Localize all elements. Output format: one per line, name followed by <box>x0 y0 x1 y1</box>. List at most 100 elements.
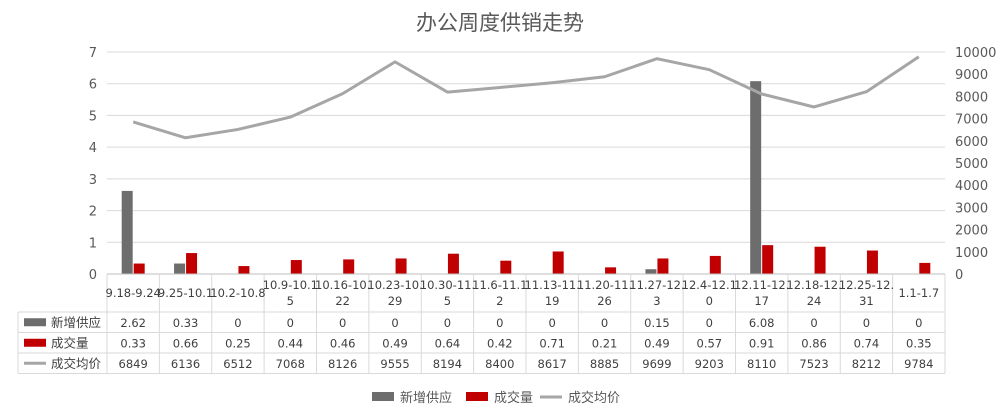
left-tick-label: 7 <box>89 46 97 61</box>
bar-deal-volume <box>290 260 302 274</box>
table-value: 0.91 <box>749 336 775 350</box>
category-label-line: 3 <box>653 294 660 308</box>
table-value: 0.21 <box>592 336 618 350</box>
bar-deal-volume <box>814 246 826 274</box>
left-tick-label: 3 <box>89 173 97 188</box>
table-series-name: 成交均价 <box>51 356 102 371</box>
bar-deal-volume <box>866 250 878 274</box>
table-series-name: 新增供应 <box>51 315 101 330</box>
table-value: 0.57 <box>697 336 723 350</box>
legend-label: 成交量 <box>494 390 533 406</box>
table-value: 8400 <box>485 357 514 371</box>
category-label: 9.18-9.24 <box>106 286 161 300</box>
category-label-line: 12.11-12. <box>734 278 789 292</box>
bar-deal-volume <box>447 253 459 274</box>
table-value: 8194 <box>433 357 462 371</box>
category-label: 12.18-12. 24 <box>786 278 841 308</box>
right-tick-label: 4000 <box>955 179 988 194</box>
category-label: 10.30-11. 5 <box>420 278 475 308</box>
category-label: 10.2-10.8 <box>210 286 265 300</box>
table-value: 0 <box>339 316 346 330</box>
legend-swatch <box>372 392 394 401</box>
right-tick-label: 0 <box>955 268 963 283</box>
legend-label: 成交均价 <box>568 390 620 406</box>
category-label-line: 10.23-10. <box>367 278 422 292</box>
table-key-swatch <box>24 338 46 347</box>
table-value: 0.42 <box>487 336 513 350</box>
bar-new-supply <box>645 269 657 274</box>
bar-deal-volume <box>238 266 250 274</box>
category-label-line: 0 <box>706 294 713 308</box>
table-value: 6136 <box>171 357 200 371</box>
left-tick-label: 5 <box>89 109 97 124</box>
table-value: 6.08 <box>749 316 775 330</box>
table-value: 0 <box>706 316 713 330</box>
left-tick-label: 4 <box>89 141 97 156</box>
category-label-line: 10.16-10. <box>315 278 370 292</box>
bar-deal-volume <box>762 245 774 274</box>
table-value: 0 <box>810 316 817 330</box>
table-value: 0.33 <box>173 316 199 330</box>
table-value: 0.33 <box>120 336 146 350</box>
right-tick-label: 9000 <box>955 68 988 83</box>
table-value: 0 <box>601 316 608 330</box>
category-label: 12.4-12.1 0 <box>682 278 737 308</box>
category-label-line: 5 <box>444 294 451 308</box>
table-value: 7068 <box>276 357 305 371</box>
chart-title: 办公周度供销走势 <box>416 11 584 35</box>
category-label: 9.25-10.1 <box>158 286 213 300</box>
table-value: 0 <box>863 316 870 330</box>
table-value: 8617 <box>538 357 567 371</box>
right-tick-label: 8000 <box>955 90 988 105</box>
category-label-line: 17 <box>754 294 769 308</box>
table-value: 0.74 <box>854 336 880 350</box>
category-label: 11.27-12. 3 <box>629 278 684 308</box>
category-label: 11.6-11.1 2 <box>472 278 527 308</box>
table-value: 0.25 <box>225 336 251 350</box>
category-label: 11.20-11. 26 <box>577 278 632 308</box>
table-value: 0 <box>234 316 241 330</box>
right-tick-label: 3000 <box>955 201 988 216</box>
right-tick-label: 1000 <box>955 246 988 261</box>
line-avg-price <box>132 55 920 140</box>
table-value: 8126 <box>328 357 357 371</box>
category-label-line: 11.27-12. <box>629 278 684 292</box>
bar-deal-volume <box>133 263 145 274</box>
bar-new-supply <box>121 190 133 274</box>
category-label-line: 31 <box>859 294 874 308</box>
category-label-line: 26 <box>597 294 612 308</box>
left-tick-label: 0 <box>89 268 97 283</box>
category-label-line: 12.4-12.1 <box>682 278 737 292</box>
table-value: 0.15 <box>644 316 670 330</box>
table-series-name: 成交量 <box>51 335 89 350</box>
table-value: 0.49 <box>644 336 670 350</box>
bar-deal-volume <box>395 258 407 274</box>
bar-deal-volume <box>605 267 617 274</box>
right-tick-label: 2000 <box>955 224 988 239</box>
bar-deal-volume <box>186 253 198 274</box>
category-label-line: 29 <box>388 294 403 308</box>
category-label-line: 11.13-11. <box>525 278 580 292</box>
category-label: 11.13-11. 19 <box>525 278 580 308</box>
legend-label: 新增供应 <box>400 390 452 406</box>
table-value: 0.64 <box>435 336 461 350</box>
category-label-line: 11.20-11. <box>577 278 632 292</box>
bar-deal-volume <box>343 259 355 274</box>
table-value: 0.46 <box>330 336 356 350</box>
table-value: 9555 <box>380 357 409 371</box>
legend: 新增供应 成交量 成交均价 <box>372 390 620 406</box>
category-label-line: 5 <box>287 294 294 308</box>
table-value: 9699 <box>642 357 671 371</box>
right-tick-label: 5000 <box>955 157 988 172</box>
bar-deal-volume <box>500 260 512 274</box>
table-value: 8212 <box>852 357 881 371</box>
bar-deal-volume <box>657 258 669 274</box>
category-label-line: 2 <box>496 294 503 308</box>
table-value: 6512 <box>223 357 252 371</box>
left-tick-label: 2 <box>89 205 97 220</box>
right-tick-label: 6000 <box>955 135 988 150</box>
right-tick-label: 7000 <box>955 113 988 128</box>
data-table: 9.18-9.249.25-10.110.2-10.810.9-10.1 510.… <box>17 273 946 374</box>
table-value: 8110 <box>747 357 776 371</box>
